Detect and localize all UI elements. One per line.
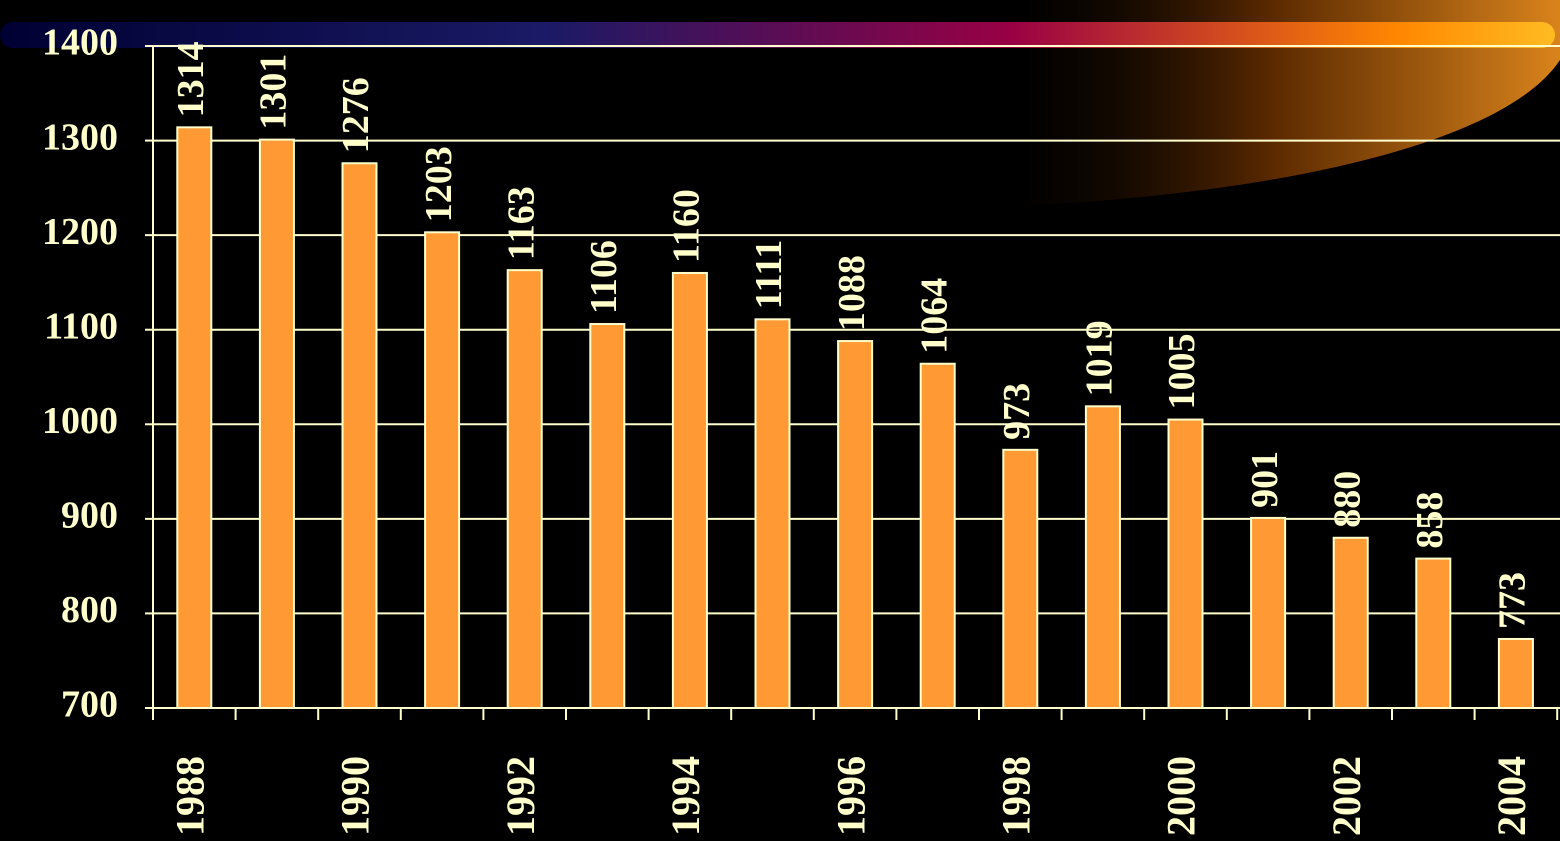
y-tick-label: 1300 xyxy=(42,116,118,158)
x-tick-label: 1988 xyxy=(167,756,212,836)
y-tick-label: 1400 xyxy=(42,22,118,64)
bar xyxy=(837,340,874,709)
value-label: 901 xyxy=(1244,451,1286,508)
value-label: 1203 xyxy=(418,146,460,222)
bar xyxy=(424,231,461,709)
value-label: 1064 xyxy=(913,278,955,354)
value-label: 1276 xyxy=(335,77,377,153)
bar xyxy=(258,138,295,709)
bar xyxy=(1084,405,1121,709)
bar xyxy=(1167,418,1204,709)
y-tick-label: 1100 xyxy=(44,305,118,347)
value-label: 1314 xyxy=(170,41,212,117)
x-tick-label: 2004 xyxy=(1489,756,1534,836)
bar xyxy=(1497,637,1534,709)
bar xyxy=(754,318,791,709)
x-tick-label: 1998 xyxy=(993,756,1038,836)
y-tick-label: 1000 xyxy=(42,400,118,442)
value-label: 1163 xyxy=(500,186,542,260)
value-label: 880 xyxy=(1326,471,1368,528)
value-label: 1088 xyxy=(831,255,873,331)
value-label: 773 xyxy=(1492,572,1534,629)
bar xyxy=(671,271,708,709)
bar xyxy=(589,323,626,709)
y-tick-label: 800 xyxy=(61,589,118,631)
plot-area: 700 800 900 1000 1100 1200 1300 1400 1988 1314 130… xyxy=(42,22,1560,836)
bar xyxy=(176,126,213,710)
x-tick-label: 1996 xyxy=(828,756,873,836)
value-label: 1005 xyxy=(1161,334,1203,410)
bar xyxy=(919,362,956,709)
value-label: 1111 xyxy=(748,240,790,310)
y-tick-label: 700 xyxy=(61,684,118,726)
bar xyxy=(1415,557,1452,709)
x-tick-label: 1990 xyxy=(333,756,378,836)
bar xyxy=(1002,448,1039,709)
bar xyxy=(506,269,543,709)
x-tick-label: 2000 xyxy=(1159,756,1204,836)
value-label: 973 xyxy=(996,383,1038,440)
value-label: 1019 xyxy=(1079,320,1121,396)
x-tick-label: 1994 xyxy=(663,756,708,836)
y-tick-label: 900 xyxy=(61,495,118,537)
bar xyxy=(1332,536,1369,709)
decoration xyxy=(0,0,1560,205)
value-label: 1301 xyxy=(253,54,295,130)
bar xyxy=(1250,516,1287,710)
x-tick-label: 1992 xyxy=(498,756,543,836)
value-label: 1106 xyxy=(583,240,625,314)
x-tick-label: 2002 xyxy=(1324,756,1369,836)
bar xyxy=(341,162,378,710)
y-tick-label: 1200 xyxy=(42,211,118,253)
value-label: 1160 xyxy=(666,189,708,263)
value-label: 858 xyxy=(1409,492,1451,549)
